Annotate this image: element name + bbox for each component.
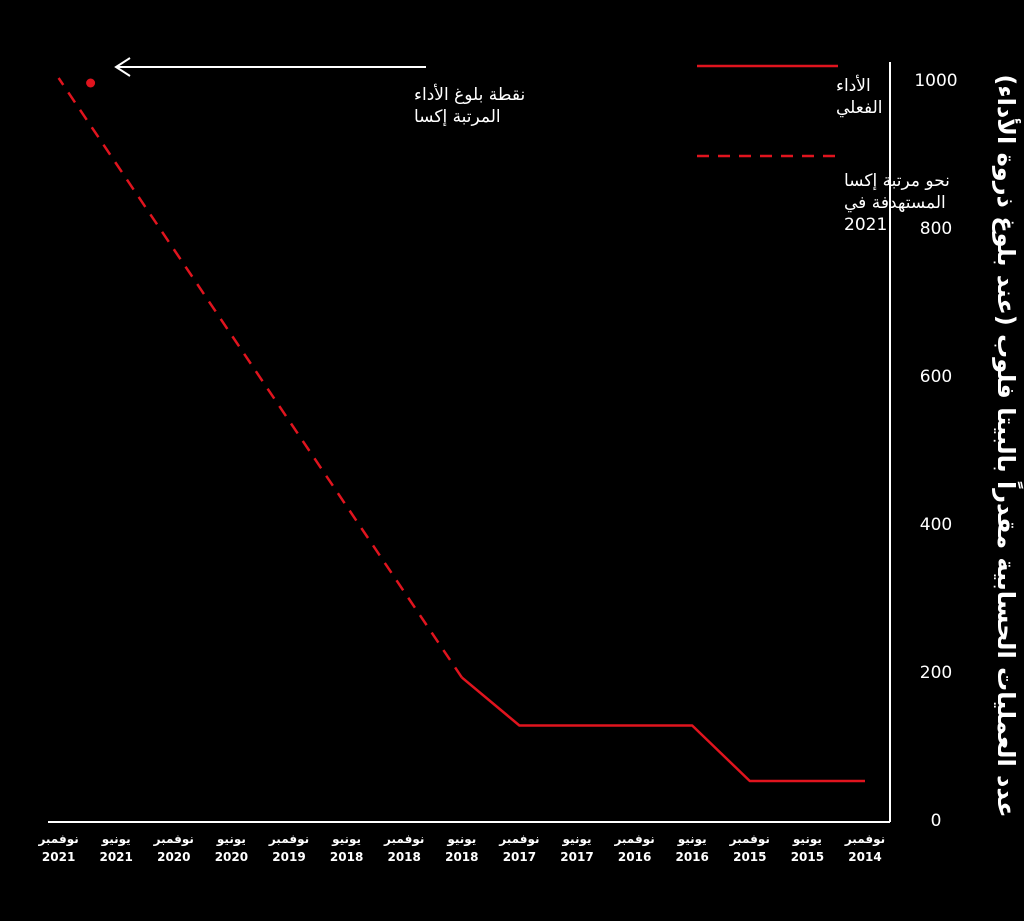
y-tick-labels: 0 200 400 600 800 1000 xyxy=(914,71,957,831)
x-tick-label-month: يونيو xyxy=(331,832,361,847)
x-tick-label-month: يونيو xyxy=(562,832,592,847)
x-tick-label-year: 2021 xyxy=(99,850,132,864)
y-tick-label: 800 xyxy=(920,219,952,239)
x-tick-label-year: 2019 xyxy=(272,850,305,864)
x-tick-label-year: 2015 xyxy=(733,850,766,864)
x-tick-label-year: 2020 xyxy=(215,850,248,864)
x-tick-label-year: 2017 xyxy=(560,850,593,864)
x-tick-label-month: نوفمبر xyxy=(498,832,539,847)
x-tick-label-year: 2020 xyxy=(157,850,190,864)
series-lines xyxy=(57,77,865,783)
x-tick-label-month: نوفمبر xyxy=(153,832,194,847)
exascale-point xyxy=(86,78,96,88)
y-tick-label: 600 xyxy=(920,367,952,387)
x-tick-label-year: 2017 xyxy=(503,850,536,864)
legend: الأداء الفعلي نحو مرتبة إكسا المستهدفة في 2… xyxy=(697,64,950,235)
legend-label-target: نحو مرتبة إكسا المستهدفة في 2021 xyxy=(844,171,950,235)
x-tick-label-year: 2016 xyxy=(675,850,708,864)
y-tick-label: 200 xyxy=(920,663,952,683)
y-axis-title: عدد العمليات الحسابية مقدراً بالبيتا فلو… xyxy=(992,74,1023,817)
x-tick-label-month: نوفمبر xyxy=(613,832,654,847)
y-tick-label: 1000 xyxy=(914,71,957,91)
y-tick-label: 0 xyxy=(931,811,942,831)
legend-label-actual: الأداء الفعلي xyxy=(836,75,883,118)
x-tick-label-month: نوفمبر xyxy=(268,832,309,847)
y-tick-label: 400 xyxy=(920,515,952,535)
x-tick-label-year: 2018 xyxy=(445,850,478,864)
annotation-label: نقطة بلوغ الأداء المرتبة إكسا xyxy=(414,84,525,127)
series-line-target xyxy=(57,77,463,679)
series-line-actual xyxy=(460,676,865,783)
exascale-annotation: نقطة بلوغ الأداء المرتبة إكسا xyxy=(114,57,525,127)
x-tick-label-year: 2016 xyxy=(618,850,651,864)
x-tick-label-year: 2018 xyxy=(387,850,420,864)
x-tick-label-month: يونيو xyxy=(101,832,131,847)
x-tick-label-year: 2015 xyxy=(791,850,824,864)
x-tick-label-year: 2014 xyxy=(848,850,881,864)
x-tick-label-month: يونيو xyxy=(446,832,476,847)
x-tick-label-month: يونيو xyxy=(792,832,822,847)
x-tick-label-month: نوفمبر xyxy=(383,832,424,847)
x-tick-label-month: يونيو xyxy=(216,832,246,847)
x-tick-label-month: نوفمبر xyxy=(844,832,885,847)
x-tick-label-year: 2021 xyxy=(42,850,75,864)
arrow-left-icon xyxy=(114,57,131,77)
x-tick-label-year: 2018 xyxy=(330,850,363,864)
x-tick-labels: نوفمبر 2014 يونيو 2015 نوفمبر 2015 يونيو 2016 نو… xyxy=(37,832,885,864)
axes xyxy=(48,62,891,823)
x-tick-label-month: يونيو xyxy=(677,832,707,847)
x-tick-label-month: نوفمبر xyxy=(37,832,78,847)
x-tick-label-month: نوفمبر xyxy=(729,832,770,847)
